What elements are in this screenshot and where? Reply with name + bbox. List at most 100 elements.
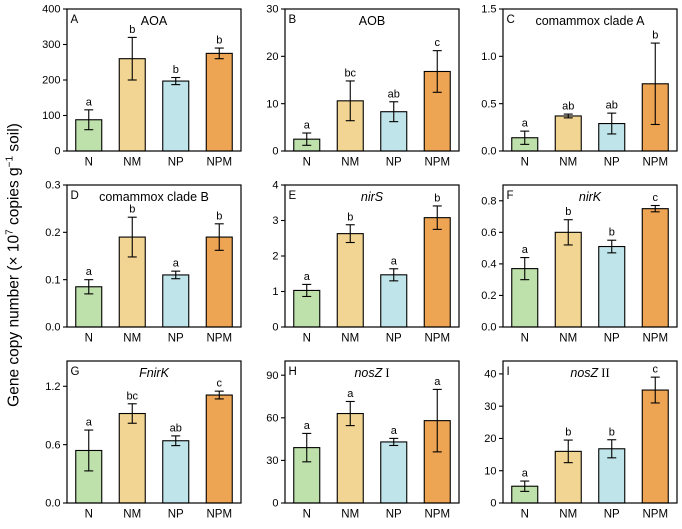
y-tick-label: 0.4 bbox=[481, 259, 496, 271]
error-bar-n bbox=[302, 132, 312, 146]
x-label-npm: NPM bbox=[206, 509, 232, 521]
panel-title-part: AOB bbox=[359, 14, 385, 28]
bar-nm bbox=[118, 412, 146, 504]
error-bar-np bbox=[171, 76, 181, 86]
x-label-nm: NM bbox=[123, 333, 141, 345]
x-label-nm: NM bbox=[559, 509, 577, 521]
y-tick-label: 0.3 bbox=[45, 180, 60, 192]
y-tick-label: 0 bbox=[272, 146, 278, 158]
panel-title-part: nirS bbox=[361, 190, 384, 204]
bar-npm bbox=[641, 389, 669, 504]
error-bar-np bbox=[389, 101, 399, 123]
sig-letter-npm: b bbox=[434, 192, 440, 204]
y-tick-label: 30 bbox=[266, 455, 278, 467]
x-label-np: NP bbox=[604, 157, 620, 169]
error-bar-np bbox=[607, 439, 617, 459]
sig-letter-np: ab bbox=[606, 100, 618, 112]
x-label-nm: NM bbox=[123, 157, 141, 169]
panel-letter: E bbox=[289, 190, 297, 202]
bar-np bbox=[162, 80, 190, 152]
y-tick-label: 200 bbox=[42, 75, 60, 87]
panel-letter: H bbox=[289, 366, 297, 378]
sig-letter-npm: c bbox=[653, 192, 659, 204]
y-tick-label: 1.5 bbox=[481, 4, 496, 16]
error-bar-n bbox=[520, 480, 530, 492]
y-axis-label: Gene copy number (× 107 copies g−1 soil) bbox=[4, 123, 23, 407]
sig-letter-nm: a bbox=[347, 388, 354, 400]
x-label-nm: NM bbox=[341, 333, 359, 345]
sig-letter-nm: b bbox=[347, 211, 353, 223]
plot-frame bbox=[502, 184, 678, 328]
y-tick-label: 20 bbox=[266, 51, 278, 63]
sig-letter-n: a bbox=[522, 118, 529, 130]
sig-letter-nm: b bbox=[565, 206, 571, 218]
x-label-npm: NPM bbox=[206, 157, 232, 169]
sig-letter-npm: c bbox=[217, 378, 223, 390]
error-bar-npm bbox=[432, 50, 442, 93]
y-tick-label: 60 bbox=[266, 412, 278, 424]
sig-letter-npm: c bbox=[435, 37, 441, 49]
x-label-n: N bbox=[521, 333, 529, 345]
y-tick-label: 0 bbox=[490, 498, 496, 510]
x-label-np: NP bbox=[386, 157, 402, 169]
y-tick-label: 0.2 bbox=[481, 290, 496, 302]
error-bar-nm bbox=[127, 216, 137, 258]
sig-letter-np: a bbox=[391, 425, 398, 437]
panel-title-part: nosZ bbox=[354, 366, 382, 380]
bar-np bbox=[380, 441, 408, 504]
error-bar-nm bbox=[563, 113, 573, 119]
bar-np bbox=[598, 245, 626, 328]
sig-letter-nm: b bbox=[129, 24, 135, 36]
sig-letter-n: a bbox=[86, 96, 93, 108]
sig-letter-npm: c bbox=[653, 364, 659, 376]
error-bar-n bbox=[84, 109, 94, 131]
panel-title-part: nosZ bbox=[570, 366, 598, 380]
x-label-np: NP bbox=[386, 509, 402, 521]
panel-letter: I bbox=[507, 366, 510, 378]
x-label-npm: NPM bbox=[424, 157, 450, 169]
x-label-n: N bbox=[303, 333, 311, 345]
sig-letter-nm: bc bbox=[344, 67, 356, 79]
y-tick-label: 0.6 bbox=[481, 227, 496, 239]
sig-letter-np: a bbox=[391, 255, 398, 267]
y-tick-label: 0.5 bbox=[481, 98, 496, 110]
error-bar-np bbox=[389, 437, 399, 447]
error-bar-n bbox=[520, 130, 530, 145]
error-bar-npm bbox=[214, 223, 224, 251]
error-bar-npm bbox=[650, 204, 660, 213]
y-tick-label: 0.8 bbox=[481, 195, 496, 207]
error-bar-np bbox=[389, 268, 399, 282]
plot-frame bbox=[502, 8, 678, 152]
error-bar-n bbox=[520, 257, 530, 281]
x-label-np: NP bbox=[386, 333, 402, 345]
panel-title: comammox clade A bbox=[535, 14, 645, 28]
sig-letter-nm: bc bbox=[126, 390, 138, 402]
x-label-n: N bbox=[85, 509, 93, 521]
error-bar-nm bbox=[345, 80, 355, 122]
x-label-npm: NPM bbox=[642, 509, 668, 521]
sig-letter-n: a bbox=[86, 266, 93, 278]
bar-npm bbox=[423, 217, 451, 328]
panel-title: nosZ I bbox=[354, 366, 389, 380]
y-tick-label: 10 bbox=[266, 98, 278, 110]
x-label-n: N bbox=[521, 509, 529, 521]
y-tick-label: 0.0 bbox=[45, 322, 60, 334]
sig-letter-npm: b bbox=[216, 35, 222, 47]
y-tick-label: 0 bbox=[54, 146, 60, 158]
panel-title-part: comammox clade B bbox=[99, 190, 209, 204]
error-bar-npm bbox=[214, 390, 224, 400]
sig-letter-np: ab bbox=[388, 88, 400, 100]
y-axis-label-part: copies g bbox=[5, 166, 23, 229]
plot-frame bbox=[284, 8, 460, 152]
error-bar-nm bbox=[345, 400, 355, 427]
error-bar-np bbox=[607, 239, 617, 254]
sig-letter-npm: a bbox=[434, 376, 441, 388]
